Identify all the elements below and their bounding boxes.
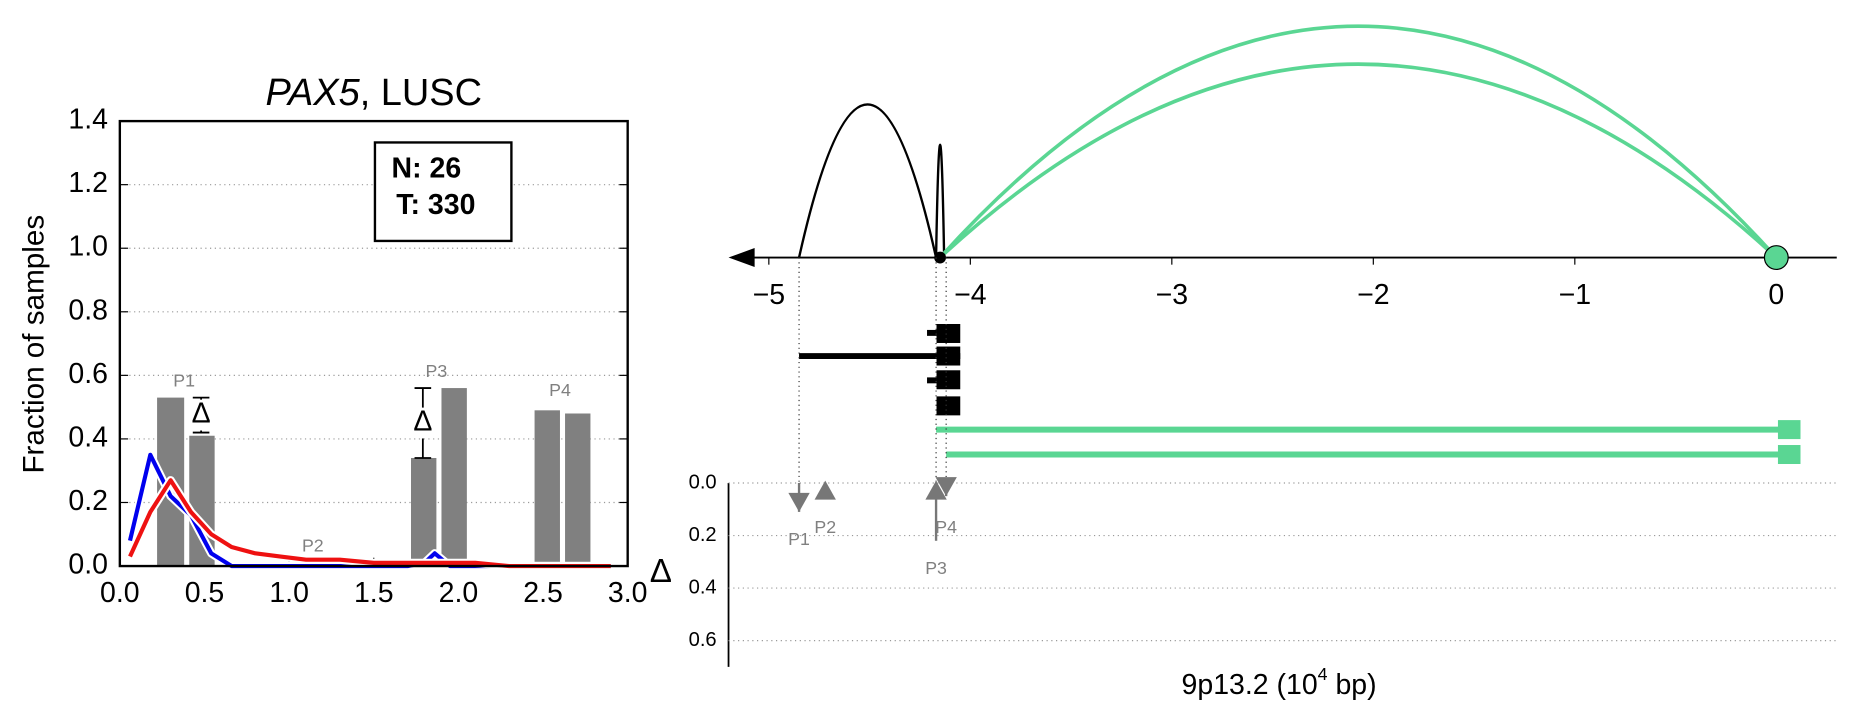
exon bbox=[1777, 420, 1801, 440]
x-tick-label: −3 bbox=[1156, 279, 1188, 311]
peak-label: P3 bbox=[925, 558, 947, 578]
bar bbox=[411, 457, 437, 567]
delta-label: Δ bbox=[192, 398, 211, 430]
arc bbox=[934, 143, 946, 258]
x-tick-label: 2.5 bbox=[523, 577, 563, 609]
peak-label: P1 bbox=[173, 370, 195, 390]
x-tick-label: 1.0 bbox=[269, 577, 309, 609]
bar bbox=[534, 410, 560, 567]
delta-marker bbox=[935, 477, 957, 497]
bar bbox=[565, 413, 591, 567]
x-tick-label: 0.5 bbox=[185, 577, 225, 609]
legend-box bbox=[373, 141, 513, 243]
x-label-exponent: 4 bbox=[1318, 664, 1328, 684]
legend-entry: N: 26 bbox=[392, 152, 462, 184]
y-tick-label: 0.0 bbox=[689, 471, 717, 493]
chart-title: PAX5, LUSC bbox=[265, 72, 482, 114]
x-tick-label: −4 bbox=[954, 279, 986, 311]
x-tick-label: 0 bbox=[1768, 279, 1784, 311]
y-tick-label: 0.0 bbox=[68, 549, 108, 581]
x-tick-label: 0.0 bbox=[100, 577, 140, 609]
y-tick-label: 1.2 bbox=[68, 167, 108, 199]
y-tick-label: 1.0 bbox=[68, 231, 108, 263]
y-tick-label: 0.4 bbox=[689, 576, 717, 598]
x-tick-label: −1 bbox=[1559, 279, 1591, 311]
y-tick-label: 0.2 bbox=[68, 485, 108, 517]
x-tick-label: −2 bbox=[1357, 279, 1389, 311]
x-label-part: bp) bbox=[1328, 668, 1377, 700]
arc bbox=[938, 24, 1778, 259]
y-tick-label: 1.4 bbox=[68, 104, 108, 136]
arc bbox=[938, 62, 1778, 259]
x-tick-label: 1.5 bbox=[354, 577, 394, 609]
bar bbox=[441, 388, 467, 567]
arc bbox=[797, 103, 938, 258]
y-tick-label: 0.8 bbox=[68, 294, 108, 326]
exon bbox=[936, 370, 961, 390]
axis-arrow bbox=[728, 248, 755, 268]
exon bbox=[936, 396, 961, 416]
peak-label: P2 bbox=[302, 536, 324, 556]
exon bbox=[936, 346, 961, 366]
delta-marker bbox=[788, 492, 810, 512]
y-tick-label: 0.6 bbox=[689, 629, 717, 651]
exon bbox=[927, 377, 937, 384]
anchor bbox=[934, 251, 947, 264]
title-rest: , LUSC bbox=[360, 72, 482, 114]
delta-axis-label: Δ bbox=[650, 553, 672, 590]
title-gene: PAX5 bbox=[265, 72, 360, 114]
y-tick-label: 0.6 bbox=[68, 358, 108, 390]
peak-label: P2 bbox=[814, 517, 836, 537]
x-tick-label: 3.0 bbox=[608, 577, 648, 609]
x-label-part: 9p13.2 (10 bbox=[1182, 668, 1318, 700]
x-axis-label: 9p13.2 (104 bp) bbox=[1182, 664, 1377, 700]
peak-label: P4 bbox=[935, 517, 957, 537]
x-tick-label: −5 bbox=[753, 279, 785, 311]
exon bbox=[936, 323, 961, 343]
legend-entry: T: 330 bbox=[396, 189, 475, 221]
y-tick-label: 0.4 bbox=[68, 421, 108, 453]
y-tick-label: 0.2 bbox=[689, 524, 717, 546]
exon bbox=[1777, 445, 1801, 465]
anchor bbox=[1763, 245, 1789, 271]
delta-marker bbox=[814, 480, 836, 500]
delta-label: Δ bbox=[413, 406, 432, 438]
delta-marker bbox=[925, 480, 947, 500]
peak-label: P3 bbox=[426, 361, 448, 381]
y-axis-label: Fraction of samples bbox=[17, 215, 50, 474]
peak-label: P4 bbox=[549, 380, 571, 400]
peak-label: P1 bbox=[788, 529, 810, 549]
exon bbox=[927, 329, 937, 336]
x-tick-label: 2.0 bbox=[439, 577, 479, 609]
plot-frame bbox=[118, 119, 629, 568]
